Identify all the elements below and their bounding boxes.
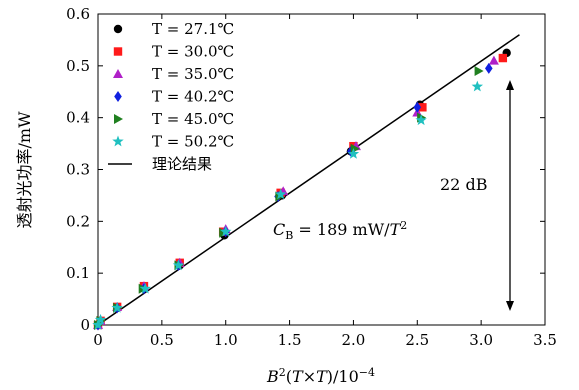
x-axis-label: B2(T×T)/10−4 bbox=[266, 366, 375, 387]
legend-marker bbox=[113, 24, 123, 34]
x-tick-label: 3.5 bbox=[533, 331, 557, 349]
data-point bbox=[485, 62, 493, 74]
y-axis-label: 透射光功率/mW bbox=[15, 111, 34, 229]
data-point bbox=[220, 225, 232, 237]
x-tick-label: 1.0 bbox=[214, 331, 238, 349]
legend-label: T = 30.0℃ bbox=[152, 43, 234, 61]
y-tick-label: 0 bbox=[80, 316, 90, 334]
db-annotation: 22 dB bbox=[440, 175, 487, 194]
y-tick-label: 0.5 bbox=[66, 57, 90, 75]
data-point bbox=[418, 103, 427, 112]
db-arrow bbox=[506, 80, 514, 311]
legend-label-theory: 理论结果 bbox=[152, 155, 212, 173]
axis-ticks: 0 0.5 1.0 1.5 2.0 2.5 3.0 3.5 0 0.1 0.2 0.3 0.4 0.5 0.… bbox=[66, 5, 557, 349]
data-point bbox=[498, 53, 508, 63]
x-tick-label: 2.0 bbox=[341, 331, 365, 349]
x-tick-label: 0 bbox=[93, 331, 103, 349]
data-point bbox=[347, 147, 360, 159]
coefficient-annotation: CB = 189 mW/T2 bbox=[273, 219, 407, 243]
legend-label: T = 50.2℃ bbox=[152, 133, 234, 151]
theory-line-group bbox=[97, 34, 520, 326]
legend-marker bbox=[114, 114, 123, 124]
data-point bbox=[471, 80, 484, 92]
x-tick-label: 3.0 bbox=[469, 331, 493, 349]
y-tick-label: 0.1 bbox=[66, 264, 90, 282]
y-tick-label: 0.2 bbox=[66, 212, 90, 230]
legend-label: T = 45.0℃ bbox=[152, 110, 234, 128]
theory-line bbox=[97, 34, 520, 326]
data-point bbox=[139, 282, 151, 294]
legend-marker bbox=[113, 47, 123, 56]
legend-marker bbox=[112, 135, 124, 147]
data-point bbox=[111, 301, 123, 313]
y-tick-label: 0.3 bbox=[66, 161, 90, 179]
legend-label: T = 27.1℃ bbox=[152, 20, 234, 38]
data-point bbox=[415, 114, 427, 126]
data-point bbox=[413, 101, 422, 113]
x-tick-label: 2.5 bbox=[405, 331, 429, 349]
data-point bbox=[474, 66, 484, 77]
data-point bbox=[172, 259, 185, 271]
legend-marker bbox=[114, 91, 122, 102]
data-point bbox=[274, 188, 287, 200]
y-tick-label: 0.6 bbox=[66, 5, 90, 23]
legend-label: T = 35.0℃ bbox=[152, 65, 234, 83]
legend-marker bbox=[113, 69, 123, 78]
x-tick-label: 0.5 bbox=[150, 331, 174, 349]
data-point bbox=[92, 319, 104, 330]
x-tick-label: 1.5 bbox=[278, 331, 302, 349]
legend: T = 27.1℃ T = 30.0℃ T = 35.0℃ T = 40.2℃ T = … bbox=[108, 20, 234, 173]
legend-label: T = 40.2℃ bbox=[152, 88, 234, 106]
data-point bbox=[488, 55, 499, 65]
data-points bbox=[92, 48, 511, 331]
data-point bbox=[94, 313, 107, 325]
y-tick-label: 0.4 bbox=[66, 109, 90, 127]
